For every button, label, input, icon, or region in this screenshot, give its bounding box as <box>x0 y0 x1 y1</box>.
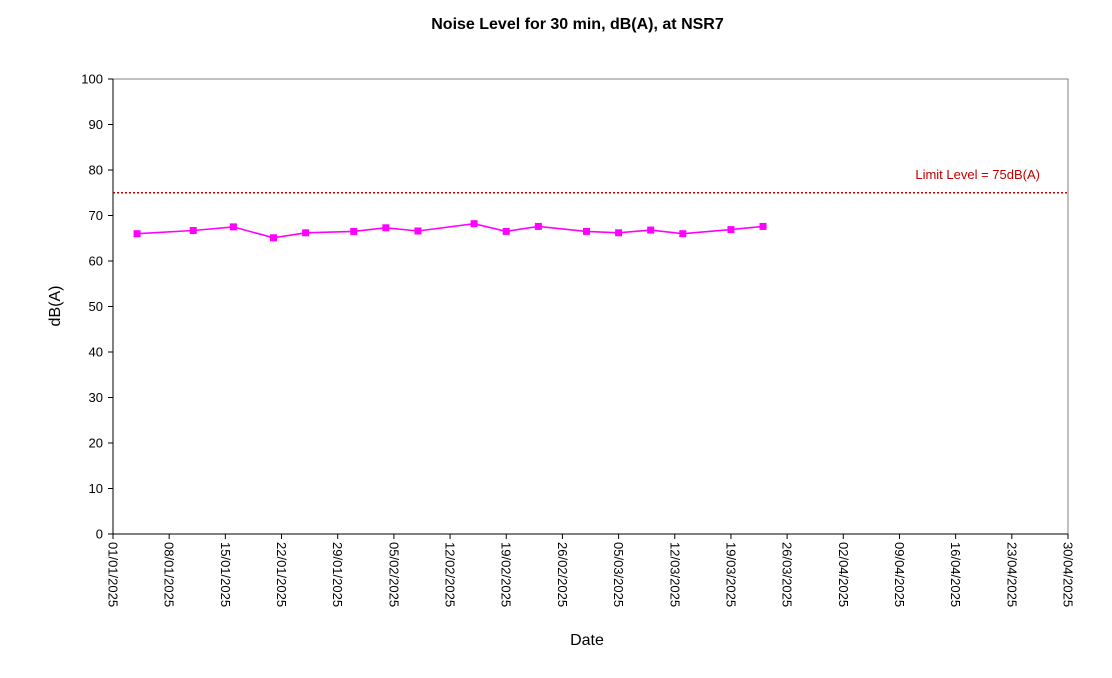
y-tick-label: 0 <box>96 527 103 542</box>
x-tick-label: 12/02/2025 <box>443 542 458 607</box>
y-tick-label: 30 <box>89 390 103 405</box>
data-point <box>189 227 197 235</box>
data-point <box>133 230 141 238</box>
x-tick-label: 26/02/2025 <box>555 542 570 607</box>
x-tick-label: 12/03/2025 <box>667 542 682 607</box>
data-point <box>679 230 687 238</box>
y-axis: 0 10 20 30 40 50 60 70 80 90 100 <box>81 72 114 542</box>
data-point <box>414 227 422 235</box>
series-group <box>133 220 767 242</box>
chart-title: Noise Level for 30 min, dB(A), at NSR7 <box>431 16 724 33</box>
x-tick-label: 15/01/2025 <box>218 542 233 607</box>
limit-label: Limit Level = 75dB(A) <box>915 167 1040 182</box>
x-tick-label: 05/03/2025 <box>611 542 626 607</box>
y-axis-title: dB(A) <box>47 286 64 327</box>
data-point <box>229 223 237 231</box>
x-tick-label: 08/01/2025 <box>162 542 177 607</box>
data-point <box>502 227 510 235</box>
x-tick-label: 23/04/2025 <box>1004 542 1019 607</box>
x-tick-label: 30/04/2025 <box>1061 542 1076 607</box>
data-point <box>582 227 590 235</box>
y-tick-label: 80 <box>89 163 103 178</box>
x-tick-label: 16/04/2025 <box>948 542 963 607</box>
y-tick-label: 90 <box>89 117 103 132</box>
x-tick-label: 02/04/2025 <box>836 542 851 607</box>
x-tick-label: 29/01/2025 <box>330 542 345 607</box>
x-tick-label: 26/03/2025 <box>780 542 795 607</box>
y-tick-label: 50 <box>89 299 103 314</box>
data-point <box>534 222 542 230</box>
y-tick-label: 10 <box>89 481 103 496</box>
data-point <box>382 224 390 232</box>
y-tick-label: 60 <box>89 254 103 269</box>
x-axis-title: Date <box>570 632 604 649</box>
x-axis: 01/01/2025 08/01/2025 15/01/2025 22/01/2025… <box>106 533 1076 607</box>
x-tick-label: 05/02/2025 <box>386 542 401 607</box>
y-tick-label: 70 <box>89 208 103 223</box>
y-tick-label: 40 <box>89 345 103 360</box>
x-tick-label: 22/01/2025 <box>274 542 289 607</box>
data-point <box>759 222 767 230</box>
data-point <box>270 234 278 242</box>
plot-area <box>112 78 1069 535</box>
x-tick-label: 19/02/2025 <box>499 542 514 607</box>
data-point <box>615 229 623 237</box>
data-point <box>350 227 358 235</box>
data-point <box>727 226 735 234</box>
y-tick-label: 100 <box>81 72 103 87</box>
x-tick-label: 19/03/2025 <box>723 542 738 607</box>
y-tick-label: 20 <box>89 436 103 451</box>
data-point <box>470 220 478 228</box>
x-tick-label: 09/04/2025 <box>892 542 907 607</box>
x-tick-label: 01/01/2025 <box>106 542 121 607</box>
data-point <box>647 226 655 234</box>
limit-group: Limit Level = 75dB(A) <box>113 167 1068 194</box>
data-point <box>302 229 310 237</box>
